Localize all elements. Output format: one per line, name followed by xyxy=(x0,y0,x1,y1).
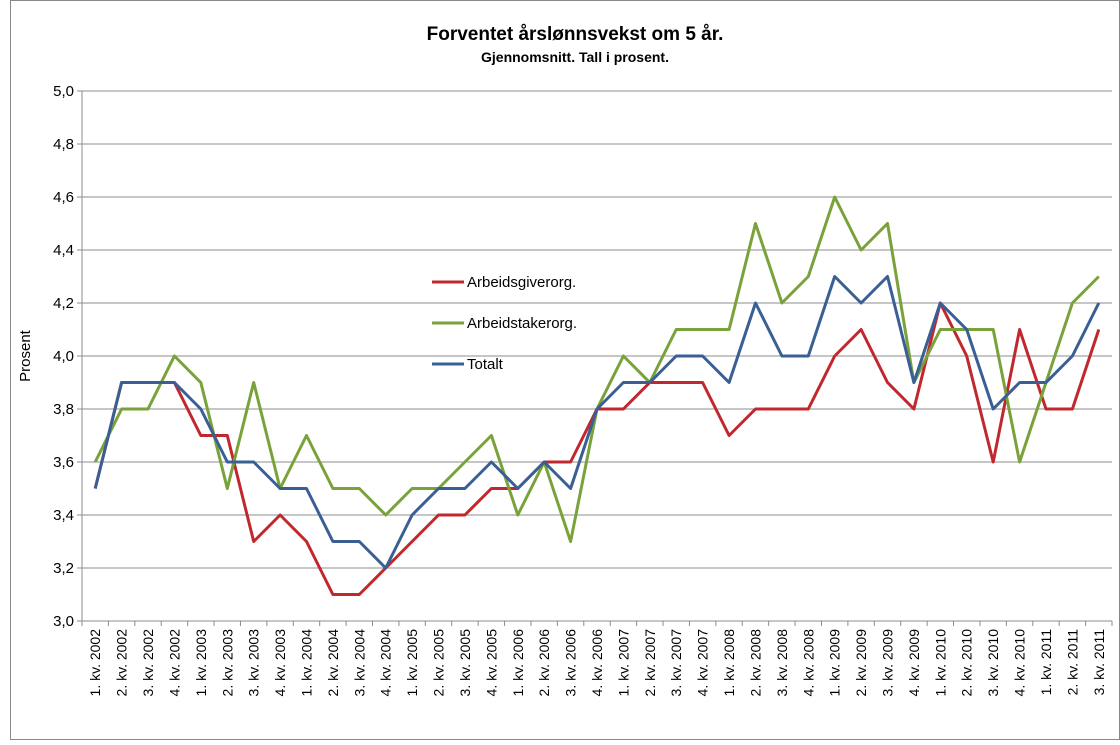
legend-label: Arbeidsgiverorg. xyxy=(467,274,576,291)
x-tick-label: 1. kv. 2007 xyxy=(615,629,631,697)
x-tick-label: 3. kv. 2008 xyxy=(774,629,790,697)
x-tick-label: 2. kv. 2011 xyxy=(1064,629,1080,696)
x-tick-label: 2. kv. 2002 xyxy=(114,629,130,697)
x-tick-label: 1. kv. 2005 xyxy=(404,629,420,697)
x-tick-label: 1. kv. 2003 xyxy=(193,629,209,697)
x-tick-label: 2. kv. 2010 xyxy=(959,629,975,697)
x-tick-label: 1. kv. 2006 xyxy=(510,629,526,697)
y-tick-label: 4,4 xyxy=(53,242,74,259)
y-tick-label: 3,8 xyxy=(53,401,74,418)
x-tick-label: 2. kv. 2007 xyxy=(642,629,658,697)
x-tick-label: 3. kv. 2004 xyxy=(351,629,367,697)
x-tick-label: 3. kv. 2002 xyxy=(140,629,156,697)
x-tick-label: 3. kv. 2007 xyxy=(668,629,684,697)
x-tick-label: 4. kv. 2008 xyxy=(800,629,816,697)
x-tick-label: 2. kv. 2005 xyxy=(431,629,447,697)
y-tick-label: 3,4 xyxy=(53,507,74,524)
x-tick-label: 4. kv. 2005 xyxy=(483,629,499,697)
x-tick-label: 2. kv. 2003 xyxy=(219,629,235,697)
x-tick-label: 1. kv. 2011 xyxy=(1038,629,1054,696)
x-tick-label: 4. kv. 2010 xyxy=(1012,629,1028,697)
legend-label: Totalt xyxy=(467,356,504,373)
x-tick-label: 4. kv. 2006 xyxy=(589,629,605,697)
y-tick-label: 3,0 xyxy=(53,613,74,630)
series-line xyxy=(93,275,1101,570)
x-tick-label: 1. kv. 2008 xyxy=(721,629,737,697)
x-tick-label: 4. kv. 2007 xyxy=(695,629,711,697)
x-tick-label: 3. kv. 2005 xyxy=(457,629,473,697)
y-tick-label: 3,6 xyxy=(53,454,74,471)
x-tick-label: 2. kv. 2006 xyxy=(536,629,552,697)
y-tick-label: 5,0 xyxy=(53,83,74,100)
x-tick-label: 2. kv. 2008 xyxy=(747,629,763,697)
x-tick-label: 4. kv. 2003 xyxy=(272,629,288,697)
y-tick-label: 4,6 xyxy=(53,189,74,206)
x-tick-label: 3. kv. 2010 xyxy=(985,629,1001,697)
x-tick-label: 1. kv. 2004 xyxy=(298,629,314,697)
x-tick-label: 1. kv. 2010 xyxy=(932,629,948,697)
x-tick-label: 3. kv. 2009 xyxy=(880,629,896,697)
x-tick-label: 3. kv. 2011 xyxy=(1091,629,1107,696)
y-tick-label: 4,8 xyxy=(53,136,74,153)
y-tick-label: 4,2 xyxy=(53,295,74,312)
x-tick-label: 2. kv. 2004 xyxy=(325,629,341,697)
x-tick-label: 4. kv. 2009 xyxy=(906,629,922,697)
x-tick-label: 4. kv. 2004 xyxy=(378,629,394,697)
x-tick-label: 4. kv. 2002 xyxy=(166,629,182,697)
chart-frame xyxy=(10,0,1120,740)
x-tick-label: 3. kv. 2003 xyxy=(246,629,262,697)
x-tick-label: 1. kv. 2009 xyxy=(827,629,843,697)
y-axis-label: Prosent xyxy=(17,329,34,382)
x-tick-label: 1. kv. 2002 xyxy=(87,629,103,697)
chart-title: Forventet årslønnsvekst om 5 år. xyxy=(427,24,724,45)
y-tick-label: 4,0 xyxy=(53,348,74,365)
y-tick-label: 3,2 xyxy=(53,560,74,577)
chart-subtitle: Gjennomsnitt. Tall i prosent. xyxy=(481,49,669,65)
x-tick-label: 2. kv. 2009 xyxy=(853,629,869,697)
x-tick-label: 3. kv. 2006 xyxy=(563,629,579,697)
legend-label: Arbeidstakerorg. xyxy=(467,315,577,332)
